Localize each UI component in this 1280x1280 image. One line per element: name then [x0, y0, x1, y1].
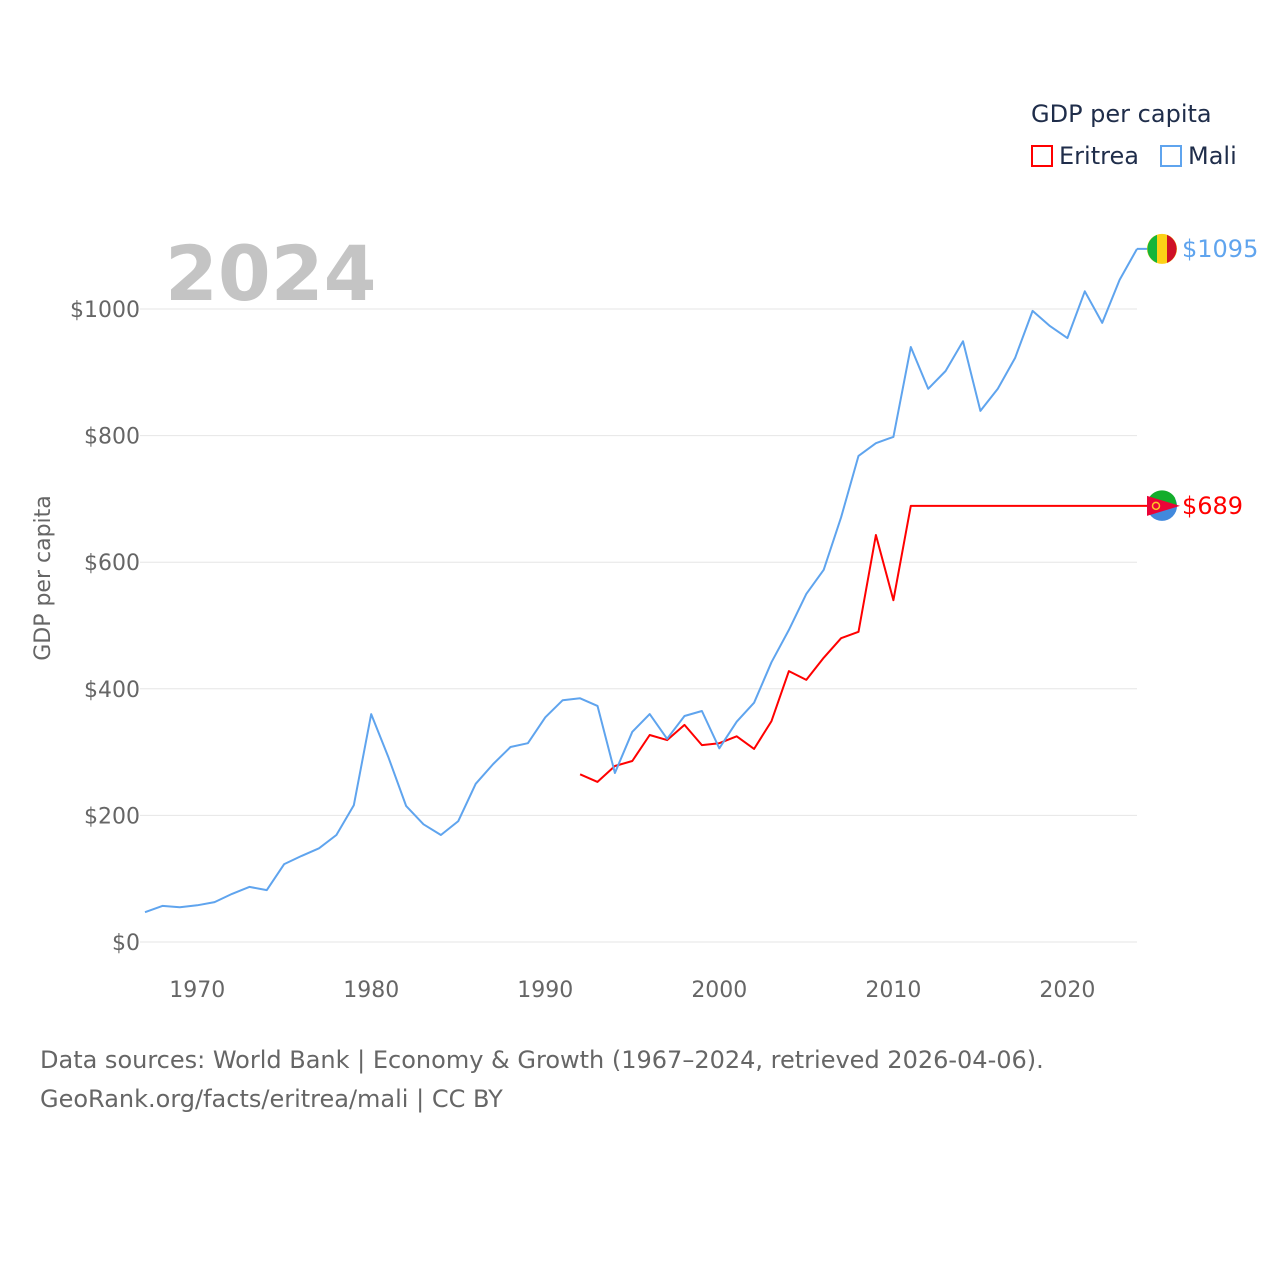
y-tick-label: $200: [84, 804, 140, 829]
source-note: Data sources: World Bank | Economy & Gro…: [40, 1046, 1044, 1074]
end-value-label-eritrea: $689: [1182, 492, 1243, 520]
eritrea-flag-red: [1147, 495, 1180, 516]
x-tick-label: 1970: [169, 978, 225, 1003]
y-tick-label: $600: [84, 551, 140, 576]
x-tick-label: 2020: [1039, 978, 1095, 1003]
legend-label-eritrea: Eritrea: [1059, 142, 1139, 170]
y-tick-label: $800: [84, 425, 140, 450]
end-value-label-mali: $1095: [1182, 235, 1258, 263]
mali-flag-red: [1167, 234, 1177, 263]
legend-swatch-eritrea: [1031, 145, 1053, 167]
legend-label-mali: Mali: [1188, 142, 1237, 170]
mali-flag-green: [1147, 234, 1157, 263]
y-tick-label: $0: [112, 931, 140, 956]
eritrea-flag-emblem: [1151, 501, 1161, 511]
legend-swatch-mali: [1160, 145, 1182, 167]
x-tick-label: 1980: [343, 978, 399, 1003]
x-tick-label: 1990: [517, 978, 573, 1003]
source-url[interactable]: GeoRank.org/facts/eritrea/mali | CC BY: [40, 1085, 503, 1113]
x-tick-label: 2000: [691, 978, 747, 1003]
legend-item-eritrea[interactable]: Eritrea: [1031, 142, 1139, 170]
series-line-eritrea: [579, 504, 1137, 783]
series-line-mali: [144, 248, 1138, 914]
x-tick-label: 2010: [865, 978, 921, 1003]
y-tick-label: $1000: [70, 298, 140, 323]
y-axis-label: GDP per capita: [31, 495, 56, 661]
legend-item-mali[interactable]: Mali: [1160, 142, 1237, 170]
legend-title: GDP per capita: [1031, 100, 1212, 128]
year-watermark: 2024: [165, 229, 377, 318]
y-tick-label: $400: [84, 678, 140, 703]
